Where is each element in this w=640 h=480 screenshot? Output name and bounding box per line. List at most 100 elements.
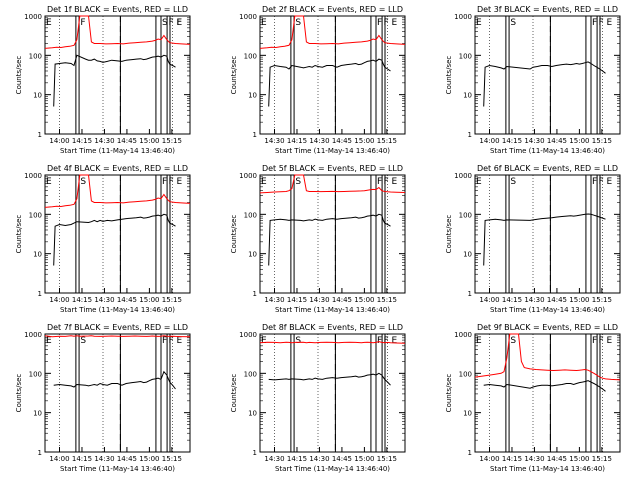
marker-label: E <box>392 18 398 28</box>
marker-label: E <box>46 177 52 187</box>
marker-label: S <box>295 336 301 346</box>
plot-frame <box>259 174 406 294</box>
x-tick-label: 14:00 <box>49 296 69 304</box>
marker-label: F <box>599 177 604 187</box>
y-tick-label: 10 <box>248 92 257 100</box>
marker-label: F <box>377 336 382 346</box>
marker-label: F <box>592 18 597 28</box>
x-tick-label: 14:30 <box>264 455 284 463</box>
x-axis-title: Start Time (11-May-14 13:46:40) <box>275 306 390 314</box>
x-tick-label: 14:45 <box>332 137 352 145</box>
x-tick-label: 15:15 <box>162 137 182 145</box>
x-tick-label: 14:15 <box>502 296 522 304</box>
marker-label: E <box>177 18 183 28</box>
x-tick-label: 14:00 <box>479 137 499 145</box>
series-lld <box>44 15 191 49</box>
y-tick-label: 1000 <box>239 331 257 339</box>
marker-label: E <box>177 336 183 346</box>
marker-label: F <box>599 18 604 28</box>
y-tick-label: 100 <box>459 211 472 219</box>
panel-title: Det 7f BLACK = Events, RED = LLD <box>47 323 188 332</box>
series-events <box>53 213 176 266</box>
marker-label: S <box>510 336 516 346</box>
series-events <box>483 213 606 266</box>
x-tick-label: 14:00 <box>49 137 69 145</box>
series-lld <box>259 341 406 344</box>
y-axis-title: Counts/sec <box>230 374 238 413</box>
marker-label: E <box>46 18 52 28</box>
y-tick-label: 1 <box>38 449 42 457</box>
marker-label: E <box>607 336 613 346</box>
marker-label: E <box>261 336 267 346</box>
x-tick-label: 14:15 <box>72 137 92 145</box>
panel-title: Det 4f BLACK = Events, RED = LLD <box>47 164 188 173</box>
marker-label: S <box>510 18 516 28</box>
marker-label: F <box>599 336 604 346</box>
marker-label: E <box>607 18 613 28</box>
x-tick-label: 14:15 <box>287 455 307 463</box>
y-tick-label: 10 <box>33 410 42 418</box>
y-tick-label: 1 <box>253 449 257 457</box>
y-tick-label: 10 <box>33 92 42 100</box>
y-tick-label: 1000 <box>24 331 42 339</box>
marker-label: F <box>377 177 382 187</box>
marker-label: S <box>162 18 168 28</box>
y-tick-label: 1000 <box>24 13 42 21</box>
series-events <box>483 61 606 107</box>
y-tick-label: 10 <box>463 251 472 259</box>
y-axis-title: Counts/sec <box>230 215 238 254</box>
x-tick-label: 15:15 <box>162 296 182 304</box>
marker-label: S <box>510 177 516 187</box>
x-axis-title: Start Time (11-May-14 13:46:40) <box>60 465 175 473</box>
x-tick-label: 15:00 <box>139 137 159 145</box>
marker-label: E <box>476 336 482 346</box>
marker-label: E <box>392 177 398 187</box>
panel-title: Det 2f BLACK = Events, RED = LLD <box>262 5 403 14</box>
y-tick-label: 100 <box>244 370 257 378</box>
x-tick-label: 14:30 <box>524 296 544 304</box>
plot-frame <box>44 174 191 294</box>
marker-label: F <box>169 18 174 28</box>
marker-label: F <box>377 18 382 28</box>
y-tick-label: 1000 <box>454 172 472 180</box>
x-tick-label: 14:00 <box>479 455 499 463</box>
y-axis-title: Counts/sec <box>15 374 23 413</box>
x-tick-label: 15:00 <box>354 296 374 304</box>
x-axis-title: Start Time (11-May-14 13:46:40) <box>275 465 390 473</box>
y-axis-title: Counts/sec <box>15 215 23 254</box>
x-tick-label: 14:30 <box>309 455 329 463</box>
x-tick-label: 14:45 <box>117 137 137 145</box>
plot-frame <box>474 174 621 294</box>
series-lld <box>259 15 406 49</box>
y-tick-label: 100 <box>459 52 472 60</box>
x-tick-label: 14:30 <box>94 455 114 463</box>
series-events <box>483 380 606 392</box>
panel-title: Det 8f BLACK = Events, RED = LLD <box>262 323 403 332</box>
x-axis-title: Start Time (11-May-14 13:46:40) <box>490 147 605 155</box>
x-tick-label: 15:00 <box>569 137 589 145</box>
x-tick-label: 14:45 <box>117 296 137 304</box>
x-tick-label: 14:00 <box>49 455 69 463</box>
panel-title: Det 3f BLACK = Events, RED = LLD <box>477 5 618 14</box>
marker-label: F <box>384 336 389 346</box>
x-axis-title: Start Time (11-May-14 13:46:40) <box>60 306 175 314</box>
y-tick-label: 100 <box>244 52 257 60</box>
marker-label: S <box>295 177 301 187</box>
y-tick-label: 100 <box>244 211 257 219</box>
x-tick-label: 14:30 <box>309 296 329 304</box>
x-tick-label: 15:15 <box>592 296 612 304</box>
y-tick-label: 10 <box>248 251 257 259</box>
plot-frame <box>44 15 191 135</box>
marker-label: E <box>476 177 482 187</box>
y-tick-label: 1 <box>38 131 42 139</box>
x-tick-label: 14:30 <box>264 296 284 304</box>
y-tick-label: 1000 <box>24 172 42 180</box>
y-tick-label: 1 <box>468 449 472 457</box>
y-tick-label: 1000 <box>239 172 257 180</box>
x-tick-label: 14:30 <box>94 137 114 145</box>
marker-label: F <box>384 18 389 28</box>
